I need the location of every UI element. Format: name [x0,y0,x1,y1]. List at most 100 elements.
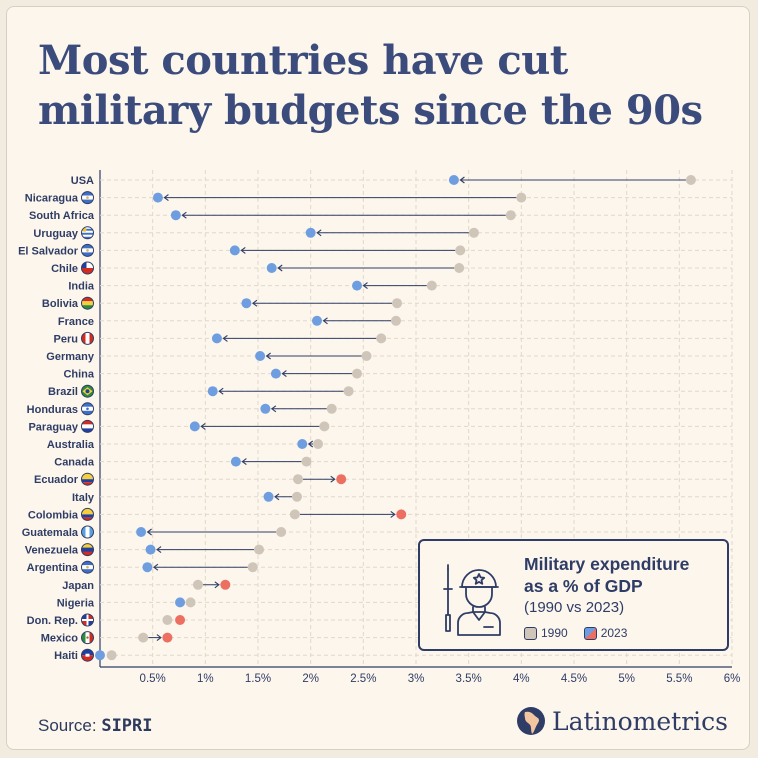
country-label: Venezuela [25,545,79,557]
flag-paraguay-icon [81,420,94,433]
dot-1990 [106,650,117,661]
row-honduras: Honduras [27,402,732,416]
row-australia: Australia [47,439,732,451]
arrow-head [181,211,187,219]
legend-label-2023: 2023 [600,626,628,640]
dot-2023 [95,650,105,661]
legend-label-1990: 1990 [541,626,568,640]
row-india: India [68,280,732,293]
dot-1990 [301,456,312,467]
flag-border [81,648,94,662]
dot-2023 [241,298,252,309]
arrow-head [307,440,314,448]
dot-2023 [220,579,231,590]
flag-bolivia-icon [81,297,94,310]
flag-honduras-icon [81,402,94,415]
country-label: USA [71,175,94,187]
row-el-salvador: El Salvador [18,243,732,257]
arrow-head [322,317,328,325]
x-tick-label: 5.5% [666,673,692,685]
arrow-head [214,581,220,589]
flag-border [81,226,94,240]
dot-1990 [293,474,304,485]
country-label: China [63,369,94,381]
arrow-head [200,422,206,430]
x-tick-label: 0.5% [140,673,166,685]
x-tick-label: 3% [408,673,425,685]
soldier-icon [443,564,501,636]
dot-2023 [142,562,153,573]
row-usa: USA [71,175,732,187]
dot-1990 [313,439,324,449]
arrow-head [390,510,396,518]
country-label: Haiti [54,650,78,662]
row-uruguay: Uruguay [33,226,732,240]
row-peru: Peru [54,331,732,345]
flag-guatemala-icon [81,526,94,538]
dot-2023 [145,544,156,555]
latam-map-logo [516,707,545,735]
dot-2023 [175,597,186,608]
dot-1990 [138,632,149,643]
dot-1990 [192,579,203,590]
arrow-head [459,176,465,184]
country-label: Nicaragua [25,193,79,205]
legend-box: Military expenditure as a % of GDP (1990… [418,539,729,651]
title-line-1: Most countries have cut [38,37,568,84]
row-china: China [63,368,732,381]
flag-border [81,331,94,345]
legend-title-line-2: as a % of GDP [524,576,643,596]
dot-1990 [426,280,437,291]
flag-border [81,384,94,398]
flag-uruguay-icon [81,226,94,239]
row-brazil: Brazil [48,384,732,398]
flag-nicaragua-icon [81,191,94,204]
flag-border [81,243,94,257]
arrow-head [274,493,280,501]
flag-border [81,402,94,416]
arrow-head [241,458,247,466]
legend-subtitle: (1990 vs 2023) [524,599,625,616]
dot-2023 [136,527,147,537]
country-label: Uruguay [33,228,79,240]
country-label: Japan [62,580,94,592]
dot-1990 [276,527,287,537]
dot-1990 [254,544,265,555]
flag-border [81,631,94,645]
row-ecuador: Ecuador [34,472,732,486]
arrow-head [156,546,162,554]
row-canada: Canada [54,456,732,469]
flag-border [81,296,94,310]
flag-border [81,613,94,627]
dot-1990 [376,333,387,344]
arrow-head [156,634,162,642]
country-label: Don. Rep. [27,615,78,627]
brand: Latinometrics [516,706,728,736]
dot-2023 [255,351,266,361]
x-tick-label: 4.5% [561,673,587,685]
flag-el-salvador-icon [81,244,94,257]
dot-2023 [152,192,163,203]
x-tick-label: 3.5% [456,673,482,685]
chart-title: Most countries have cut military budgets… [38,36,738,136]
country-label: France [58,316,94,328]
dot-2023 [207,386,218,397]
country-label: Bolivia [42,298,79,310]
arrow-head [330,475,336,483]
country-label: Nigeria [57,597,95,609]
row-france: France [58,315,732,328]
x-tick-label: 1% [197,673,214,685]
flag-brazil-icon [81,385,94,398]
country-label: South Africa [29,210,95,222]
flag-argentina-icon [81,561,94,574]
dot-1990 [352,368,363,379]
dot-1990 [390,315,401,326]
dot-2023 [297,439,308,449]
flag-border [81,543,94,557]
flag-ecuador-icon [81,473,94,486]
dot-2023 [170,210,181,221]
dot-2023 [260,403,271,414]
dot-2023 [263,491,274,502]
flag-haiti-icon [81,649,94,662]
arrow-head [218,387,224,395]
